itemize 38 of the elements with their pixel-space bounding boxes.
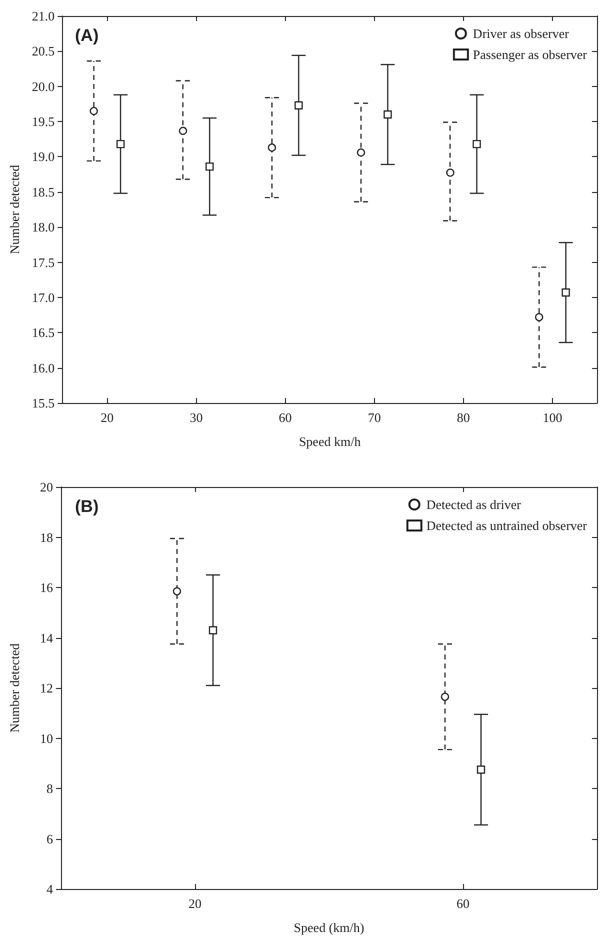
y-tick-label: 20.5 [32, 44, 55, 59]
x-tick-label: 100 [542, 410, 562, 425]
y-tick-label: 17.5 [32, 254, 55, 270]
text: (A) [75, 26, 99, 45]
y-tick-label: 4 [46, 882, 54, 896]
x-axis-title: Speed (km/h) [294, 920, 364, 935]
x-tick-label: 70 [368, 410, 381, 425]
x-tick-label: 20 [100, 410, 114, 425]
x-tick-label: 80 [456, 410, 470, 425]
y-axis-title: Number detected [7, 642, 22, 733]
y-tick-label: 19.0 [32, 149, 55, 164]
y-tick-label: 16.5 [32, 325, 55, 340]
y-tick-label: 8 [46, 781, 53, 796]
y-tick-label: 14 [40, 630, 54, 646]
y-tick-label: 15.5 [32, 396, 55, 410]
y-tick-label: 18.5 [32, 184, 55, 200]
y-tick-label: 21.0 [32, 8, 55, 24]
legend-label: Passenger as observer [472, 47, 588, 62]
y-tick-label: 6 [46, 831, 54, 846]
y-tick-label: 19.5 [32, 114, 55, 130]
y-tick-label: 16.0 [32, 360, 55, 376]
y-tick-label: 20 [40, 480, 53, 494]
y-tick-label: 10 [40, 730, 53, 746]
x-tick-label: 30 [190, 410, 203, 425]
legend-label: Detected as untrained observer [426, 518, 588, 533]
legend-label: Driver as observer [472, 26, 570, 41]
y-axis-title: Number detected [7, 164, 22, 254]
x-axis-title: Speed km/h [298, 434, 362, 449]
y-tick-label: 20.0 [32, 78, 55, 94]
y-tick-label: 18 [40, 530, 53, 545]
y-tick-label: 17.0 [32, 290, 55, 305]
text: (B) [75, 497, 99, 516]
y-tick-label: 16 [40, 580, 54, 595]
y-tick-label: 18.0 [32, 220, 55, 235]
x-tick-label: 60 [456, 896, 470, 911]
y-tick-label: 12 [40, 680, 53, 696]
legend-label: Detected as driver [426, 497, 522, 512]
x-tick-label: 60 [278, 410, 292, 425]
